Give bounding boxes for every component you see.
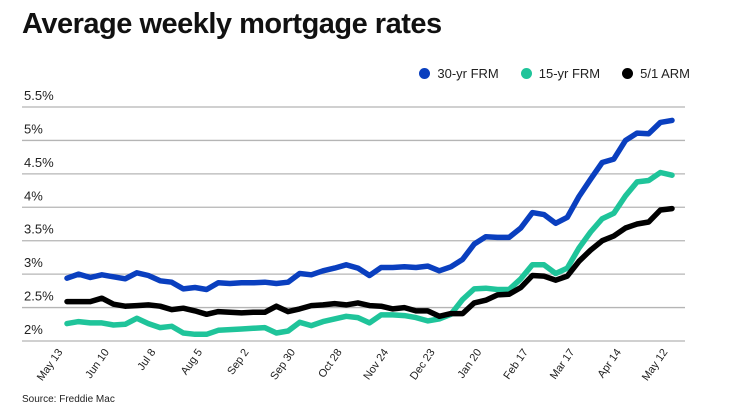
- series-line-15-yr-frm: [64, 169, 675, 338]
- x-tick-label: Dec 23: [408, 347, 438, 382]
- y-tick-label: 2%: [24, 322, 43, 337]
- x-tick-label: Apr 14: [595, 347, 623, 380]
- x-tick-label: Jul 8: [135, 347, 158, 373]
- y-tick-label: 5.5%: [24, 88, 54, 103]
- y-tick-label: 4%: [24, 188, 43, 203]
- y-tick-label: 4.5%: [24, 155, 54, 170]
- y-tick-label: 2.5%: [24, 289, 54, 304]
- legend-item-15yr: 15-yr FRM: [520, 66, 601, 81]
- y-tick-label: 3.5%: [24, 222, 54, 237]
- x-tick-label: Jan 20: [456, 347, 485, 381]
- source-note: Source: Freddie Mac: [22, 394, 115, 405]
- legend-marker: [419, 68, 431, 79]
- legend-marker: [622, 68, 634, 79]
- x-tick-label: Sep 30: [268, 347, 298, 382]
- x-tick-label: Aug 5: [179, 347, 205, 377]
- x-tick-label: Sep 2: [225, 347, 251, 377]
- chart-title: Average weekly mortgage rates: [22, 8, 442, 40]
- series-line-5-1-arm: [64, 205, 675, 320]
- x-tick-label: Oct 28: [316, 347, 344, 380]
- legend-item-30yr: 30-yr FRM: [419, 66, 499, 81]
- legend: 30-yr FRM 15-yr FRM 5/1 ARM: [419, 66, 690, 81]
- x-tick-label: Mar 17: [548, 347, 577, 382]
- x-tick-label: Feb 17: [501, 347, 530, 382]
- legend-label: 30-yr FRM: [437, 66, 499, 81]
- y-tick-label: 3%: [24, 255, 43, 270]
- legend-item-arm: 5/1 ARM: [622, 66, 690, 81]
- y-tick-label: 5%: [24, 121, 43, 136]
- x-tick-label: Nov 24: [361, 347, 391, 382]
- series-line-30-yr-frm: [64, 117, 675, 293]
- x-tick-label: Jun 10: [83, 347, 112, 381]
- legend-label: 5/1 ARM: [640, 66, 690, 81]
- legend-label: 15-yr FRM: [538, 66, 601, 81]
- x-tick-label: May 13: [35, 347, 66, 383]
- legend-marker: [520, 68, 532, 79]
- x-tick-label: May 12: [640, 347, 671, 383]
